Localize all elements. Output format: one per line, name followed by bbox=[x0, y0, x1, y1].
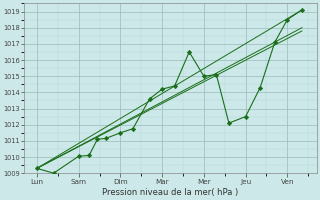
X-axis label: Pression niveau de la mer( hPa ): Pression niveau de la mer( hPa ) bbox=[102, 188, 239, 197]
